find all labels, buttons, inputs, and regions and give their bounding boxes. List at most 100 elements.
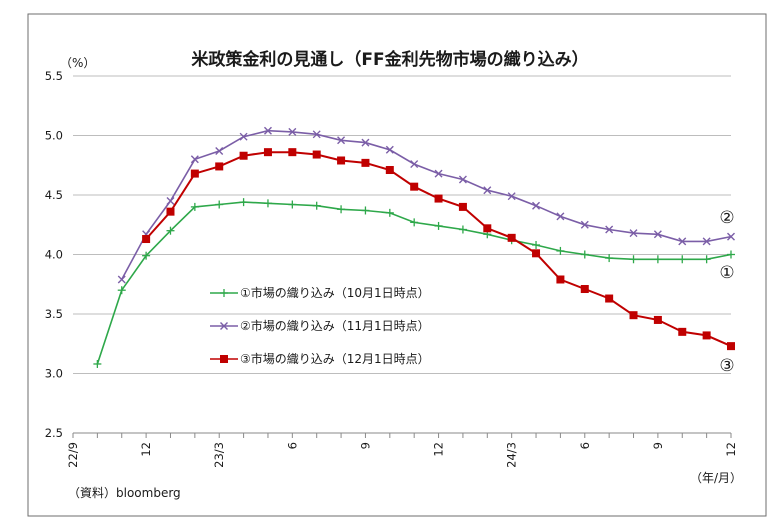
legend-label-1: ①市場の織り込み（10月1日時点） — [240, 285, 430, 300]
data-point-3-15 — [507, 233, 516, 242]
data-point-3-24 — [727, 342, 735, 351]
y-tick-labels: 2.5 3.0 3.5 4.0 4.5 5.0 5.5 — [45, 69, 63, 440]
y-tick-label-1: 3.0 — [45, 367, 63, 381]
data-point-1-2 — [142, 251, 151, 260]
data-point-2-0 — [117, 275, 126, 284]
series-line-2 — [120, 129, 732, 280]
data-point-2-2 — [166, 196, 175, 205]
data-point-2-9 — [337, 136, 346, 145]
x-axis: 22/9 12 23/3 6 9 12 24/3 6 9 12 — [66, 432, 738, 468]
data-point-1-4 — [190, 202, 199, 211]
series-3 — [142, 148, 735, 351]
x-tick-label-5: 12 — [432, 442, 446, 457]
series-1 — [93, 198, 735, 368]
data-point-2-18 — [556, 212, 565, 221]
x-axis-label: （年/月） — [690, 471, 742, 485]
legend-item-3: ③市場の織り込み（12月1日時点） — [210, 351, 430, 366]
data-point-1-8 — [288, 200, 297, 209]
legend: ①市場の織り込み（10月1日時点） ②市場の織り込み（11月1日時点） ③市場の… — [210, 285, 430, 366]
x-tick-label-2: 23/3 — [212, 442, 226, 468]
data-point-2-22 — [653, 230, 662, 239]
data-point-2-11 — [385, 145, 394, 154]
legend-marker-2 — [220, 322, 228, 330]
data-point-1-20 — [580, 250, 589, 259]
data-point-3-0 — [142, 235, 151, 244]
end-label-3: ③ — [719, 356, 734, 376]
data-point-2-10 — [361, 138, 370, 147]
legend-label-2: ②市場の織り込み（11月1日時点） — [240, 318, 430, 333]
data-point-1-21 — [605, 254, 614, 263]
data-point-3-3 — [215, 162, 224, 171]
data-point-3-13 — [458, 202, 467, 211]
data-point-3-21 — [653, 315, 662, 324]
legend-item-1: ①市場の織り込み（10月1日時点） — [210, 285, 430, 300]
y-tick-label-4: 4.5 — [45, 188, 63, 202]
data-point-2-13 — [434, 169, 443, 178]
data-point-1-23 — [653, 255, 662, 264]
x-tick-label-8: 9 — [651, 442, 665, 449]
data-point-2-16 — [507, 192, 516, 201]
data-point-3-1 — [166, 207, 175, 216]
data-point-3-6 — [288, 148, 297, 157]
data-point-1-25 — [702, 255, 711, 264]
data-point-1-22 — [629, 255, 638, 264]
x-tick-label-3: 6 — [285, 442, 299, 449]
y-tick-label-0: 2.5 — [45, 426, 63, 440]
data-point-2-7 — [288, 127, 297, 136]
data-point-1-13 — [410, 218, 419, 227]
chart-border — [27, 13, 767, 517]
x-tick-label-6: 24/3 — [505, 442, 519, 468]
data-point-2-12 — [410, 160, 419, 169]
chart-title: 米政策金利の見通し（FF金利先物市場の織り込み） — [191, 49, 588, 70]
legend-marker-1 — [220, 289, 228, 297]
data-point-1-24 — [678, 255, 687, 264]
data-point-1-15 — [458, 225, 467, 234]
data-point-1-14 — [434, 221, 443, 230]
data-point-1-18 — [532, 240, 541, 249]
data-point-3-11 — [410, 182, 419, 191]
data-point-3-14 — [483, 224, 492, 233]
data-point-1-26 — [727, 250, 735, 259]
data-point-3-22 — [678, 327, 687, 336]
data-point-3-12 — [434, 194, 443, 203]
data-point-2-6 — [263, 126, 272, 135]
x-tick-label-1: 12 — [139, 442, 153, 457]
data-point-2-23 — [678, 237, 687, 246]
end-label-2: ② — [719, 208, 734, 228]
data-point-1-7 — [263, 199, 272, 208]
data-point-3-5 — [263, 148, 272, 157]
x-tick-label-4: 9 — [358, 442, 372, 449]
data-point-2-17 — [532, 201, 541, 210]
data-point-2-8 — [312, 130, 321, 139]
data-point-3-17 — [556, 275, 565, 284]
y-tick-label-2: 3.5 — [45, 307, 63, 321]
data-point-1-12 — [385, 208, 394, 217]
data-point-1-6 — [239, 198, 248, 207]
data-point-2-3 — [190, 155, 199, 164]
source-note: （資料）bloomberg — [68, 486, 181, 500]
data-point-3-19 — [605, 294, 614, 303]
legend-item-2: ②市場の織り込み（11月1日時点） — [210, 318, 430, 333]
end-label-1: ① — [719, 263, 734, 283]
data-point-3-16 — [532, 249, 541, 258]
data-point-1-19 — [556, 246, 565, 255]
y-axis-label: （%） — [60, 56, 95, 70]
data-point-3-2 — [190, 169, 199, 178]
data-point-3-20 — [629, 311, 638, 320]
legend-marker-3 — [220, 355, 228, 363]
data-point-2-14 — [458, 175, 467, 184]
x-tick-label-7: 6 — [578, 442, 592, 449]
series-group — [93, 126, 735, 368]
y-tick-label-3: 4.0 — [45, 248, 63, 262]
x-tick-label-0: 22/9 — [66, 442, 80, 468]
x-tick-label-9: 12 — [724, 442, 738, 457]
y-tick-label-6: 5.5 — [45, 69, 63, 83]
data-point-2-24 — [702, 237, 711, 246]
y-tick-label-5: 5.0 — [45, 129, 63, 143]
data-point-1-1 — [117, 286, 126, 295]
data-point-3-18 — [580, 285, 589, 294]
data-point-3-9 — [361, 158, 370, 167]
data-point-2-5 — [239, 132, 248, 141]
data-point-1-9 — [312, 201, 321, 210]
